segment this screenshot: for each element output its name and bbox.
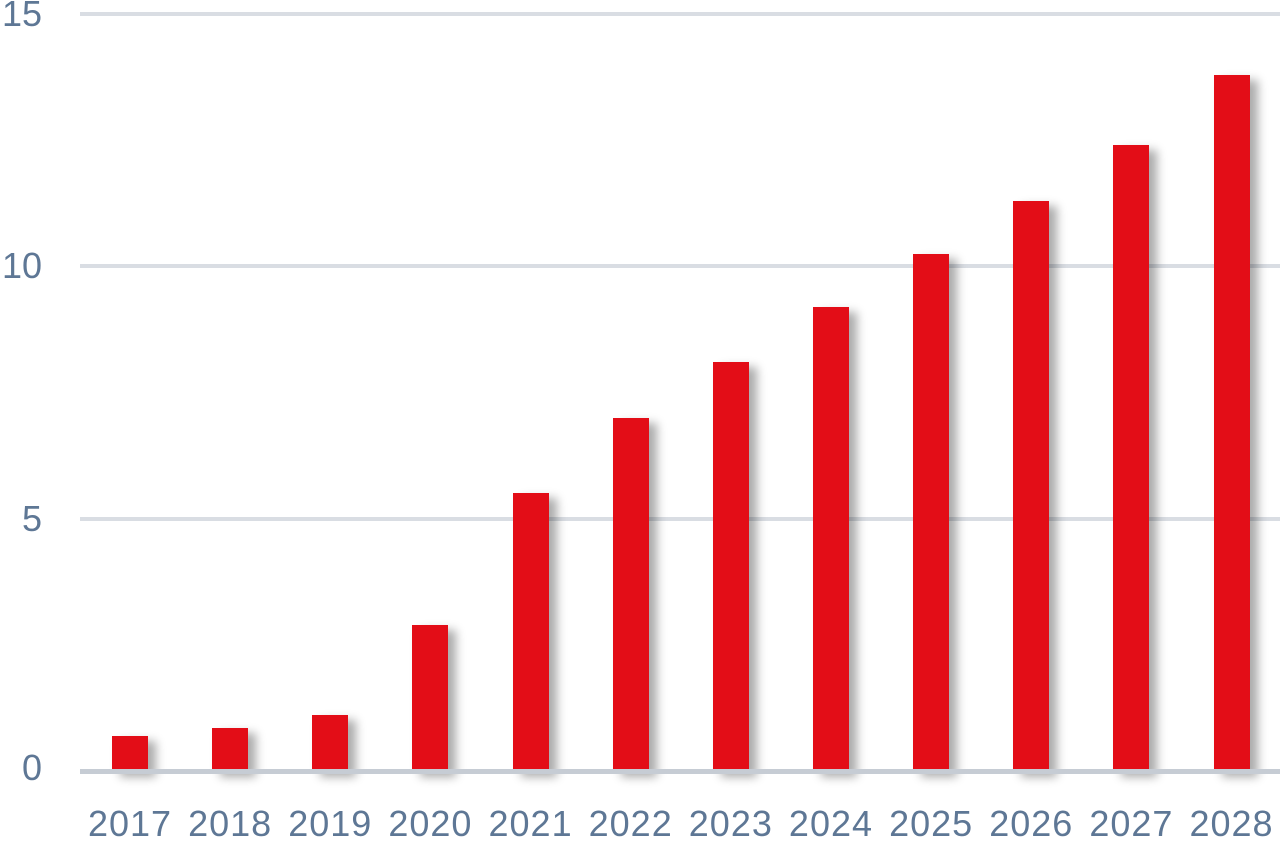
gridline-5 [80,516,1280,521]
bar-2019 [312,715,349,772]
bar-2026 [1013,200,1050,772]
x-tick-label-2019: 2019 [288,803,373,843]
x-tick-label-2025: 2025 [889,803,974,843]
bar-2028 [1213,74,1250,772]
x-tick-label-2017: 2017 [87,803,173,843]
y-tick-label-0: 0 [21,747,42,788]
x-tick-label-2026: 2026 [989,803,1074,843]
bar-2024 [812,306,849,772]
y-tick-label-10: 10 [1,245,42,287]
bar-2018 [212,728,249,772]
bar-2017 [112,735,148,772]
x-tick-label-2024: 2024 [788,803,874,843]
bar-2025 [913,253,950,772]
gridline-10 [80,264,1280,269]
x-tick-label-2018: 2018 [188,803,273,843]
bar-2022 [612,417,649,772]
x-tick-label-2020: 2020 [388,803,473,843]
x-tick-label-2022: 2022 [588,803,673,843]
x-tick-label-2027: 2027 [1089,803,1174,843]
bar-2023 [712,362,749,772]
y-tick-label-15: 15 [1,0,42,34]
x-tick-label-2028: 2028 [1189,803,1274,843]
x-axis-line [80,769,1280,774]
x-tick-label-2023: 2023 [688,803,773,843]
bar-2020 [412,624,449,772]
y-tick-label-5: 5 [21,497,42,539]
x-tick-label-2021: 2021 [488,803,573,843]
bar-2021 [512,493,549,772]
gridline-15 [80,11,1280,16]
bar-2027 [1113,145,1150,772]
